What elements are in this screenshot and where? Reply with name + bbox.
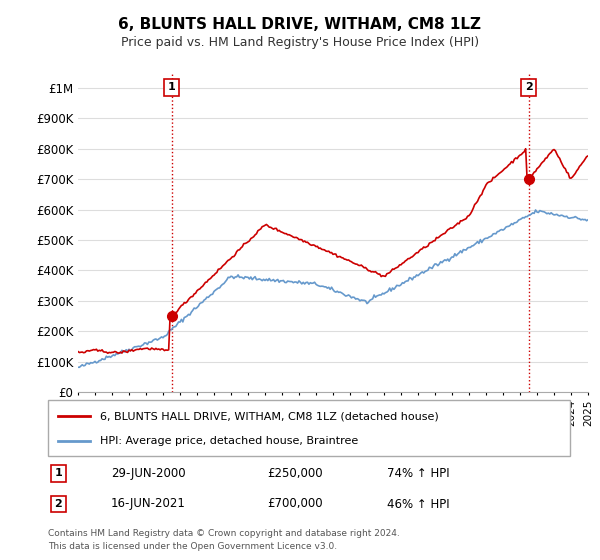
Text: £250,000: £250,000 xyxy=(267,466,323,480)
Text: 1: 1 xyxy=(55,468,62,478)
Text: Contains HM Land Registry data © Crown copyright and database right 2024.: Contains HM Land Registry data © Crown c… xyxy=(48,529,400,538)
Text: 2: 2 xyxy=(55,499,62,509)
Text: Price paid vs. HM Land Registry's House Price Index (HPI): Price paid vs. HM Land Registry's House … xyxy=(121,36,479,49)
Text: 6, BLUNTS HALL DRIVE, WITHAM, CM8 1LZ: 6, BLUNTS HALL DRIVE, WITHAM, CM8 1LZ xyxy=(119,17,482,32)
Text: This data is licensed under the Open Government Licence v3.0.: This data is licensed under the Open Gov… xyxy=(48,542,337,550)
Text: £700,000: £700,000 xyxy=(267,497,323,511)
Text: 29-JUN-2000: 29-JUN-2000 xyxy=(110,466,185,480)
Text: 74% ↑ HPI: 74% ↑ HPI xyxy=(388,466,450,480)
Text: 16-JUN-2021: 16-JUN-2021 xyxy=(110,497,185,511)
Text: 6, BLUNTS HALL DRIVE, WITHAM, CM8 1LZ (detached house): 6, BLUNTS HALL DRIVE, WITHAM, CM8 1LZ (d… xyxy=(100,411,439,421)
Text: 2: 2 xyxy=(524,82,532,92)
Text: 46% ↑ HPI: 46% ↑ HPI xyxy=(388,497,450,511)
Text: HPI: Average price, detached house, Braintree: HPI: Average price, detached house, Brai… xyxy=(100,436,358,446)
FancyBboxPatch shape xyxy=(48,400,570,456)
Text: 1: 1 xyxy=(167,82,175,92)
